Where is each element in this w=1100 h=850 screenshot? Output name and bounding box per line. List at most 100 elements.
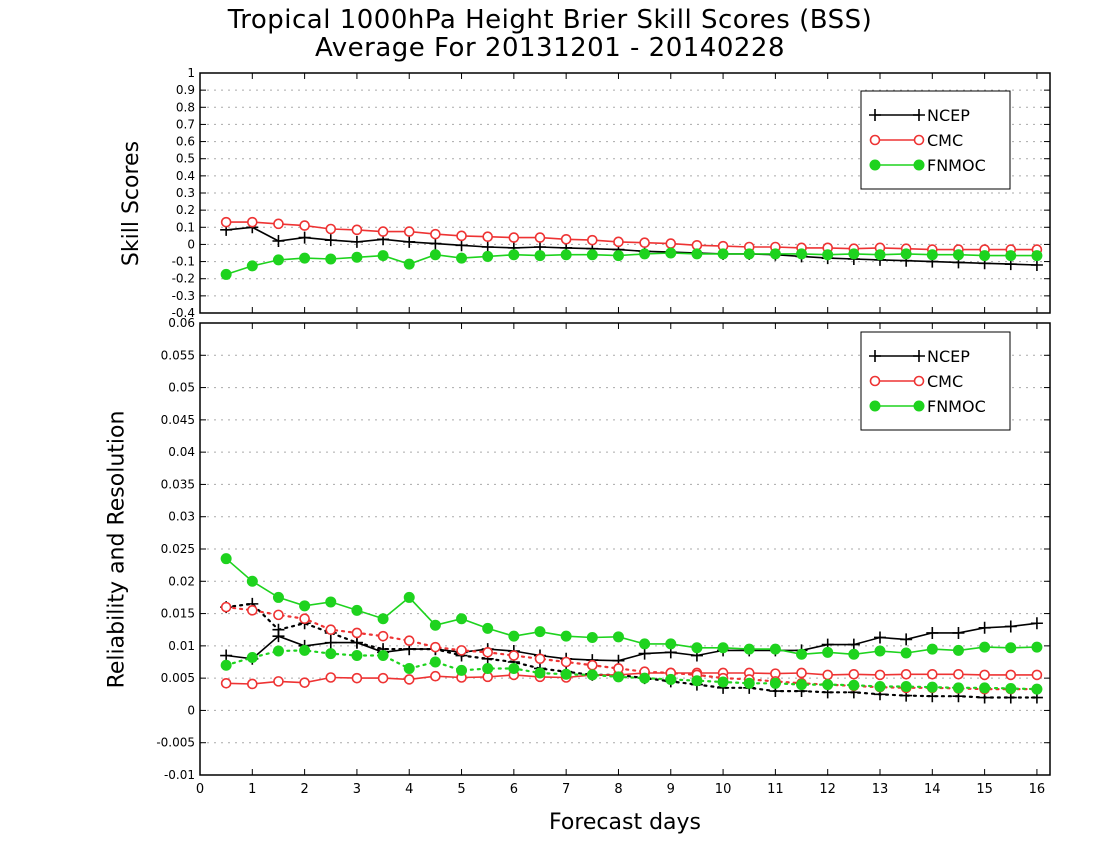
data-point bbox=[587, 234, 598, 246]
data-point bbox=[455, 239, 468, 252]
data-point bbox=[508, 630, 520, 642]
data-point bbox=[796, 667, 807, 679]
data-point bbox=[769, 248, 781, 260]
data-point bbox=[482, 622, 494, 634]
legend-marker bbox=[913, 134, 925, 146]
data-point bbox=[586, 631, 598, 643]
data-point bbox=[430, 228, 441, 240]
data-point bbox=[298, 231, 311, 244]
data-point bbox=[377, 650, 389, 662]
data-point bbox=[822, 249, 834, 261]
data-point bbox=[325, 223, 337, 235]
data-point bbox=[456, 645, 467, 656]
x-axis-label: Forecast days bbox=[549, 810, 702, 835]
y-tick-label: 0.04 bbox=[168, 445, 195, 459]
y-tick-label: 0.5 bbox=[176, 152, 195, 166]
data-point bbox=[456, 613, 468, 625]
data-point bbox=[299, 613, 310, 625]
series-line bbox=[226, 622, 1037, 662]
y-tick-label: 0.4 bbox=[176, 169, 195, 183]
x-tick-label: 9 bbox=[667, 782, 675, 797]
data-point bbox=[847, 638, 860, 651]
legend-label: FNMOC bbox=[927, 156, 986, 175]
data-point bbox=[403, 662, 415, 674]
skill-scores-panel: -0.4 -0.3 -0.2 -0.1 0 0.1 0.2 0.3 0.4 0.5 0.6 0.7 0.… bbox=[172, 66, 1051, 320]
x-tick-label: 12 bbox=[819, 782, 836, 797]
y-tick-label: -0.2 bbox=[172, 272, 195, 286]
data-point bbox=[796, 248, 808, 260]
data-point bbox=[717, 676, 729, 688]
y-tick-label: 0.2 bbox=[176, 203, 195, 217]
data-point bbox=[482, 662, 494, 674]
x-tick-label: 4 bbox=[405, 782, 413, 797]
data-point bbox=[743, 248, 755, 260]
legend-marker bbox=[869, 159, 881, 171]
data-point bbox=[430, 641, 441, 653]
data-point bbox=[247, 678, 258, 690]
series-fnmoc-resolution bbox=[220, 644, 1043, 695]
data-point bbox=[952, 626, 965, 639]
data-point bbox=[246, 260, 258, 272]
x-tick-label: 14 bbox=[924, 782, 941, 797]
data-point bbox=[560, 249, 572, 261]
data-point bbox=[979, 682, 991, 694]
data-point bbox=[220, 553, 232, 565]
data-point bbox=[272, 591, 284, 603]
data-point bbox=[874, 669, 886, 681]
data-point bbox=[351, 672, 363, 684]
data-point bbox=[220, 678, 232, 689]
data-point bbox=[429, 656, 441, 668]
y-tick-label: 0.06 bbox=[168, 316, 195, 330]
legend-marker bbox=[913, 400, 925, 412]
data-point bbox=[638, 647, 651, 660]
series-cmc-resolution bbox=[220, 601, 1043, 695]
data-point bbox=[325, 253, 337, 265]
data-point bbox=[273, 609, 284, 621]
data-point bbox=[325, 648, 337, 660]
data-point bbox=[613, 236, 624, 248]
data-point bbox=[586, 669, 598, 681]
data-point bbox=[560, 630, 572, 642]
data-point bbox=[272, 645, 284, 657]
plot-frame bbox=[199, 72, 1051, 314]
data-point bbox=[377, 226, 389, 237]
data-point bbox=[350, 235, 363, 248]
data-point bbox=[1005, 682, 1017, 694]
data-point bbox=[822, 646, 834, 658]
data-point bbox=[403, 235, 416, 248]
data-point bbox=[325, 596, 337, 608]
data-point bbox=[926, 643, 938, 655]
data-point bbox=[560, 668, 572, 680]
data-point bbox=[508, 249, 520, 261]
y-tick-label: -0.01 bbox=[164, 768, 195, 782]
data-point bbox=[691, 642, 703, 654]
legend-marker bbox=[869, 400, 881, 412]
data-point bbox=[456, 664, 468, 676]
data-point bbox=[796, 648, 808, 660]
y-tick-label: 0.1 bbox=[176, 220, 195, 234]
data-point bbox=[639, 672, 651, 684]
data-point bbox=[325, 672, 337, 683]
data-point bbox=[952, 249, 964, 261]
data-point bbox=[377, 672, 389, 684]
data-point bbox=[926, 681, 938, 693]
data-point bbox=[560, 233, 572, 245]
data-point bbox=[874, 249, 886, 261]
data-point bbox=[456, 252, 468, 264]
data-point bbox=[900, 633, 913, 646]
data-point bbox=[639, 248, 651, 260]
data-point bbox=[299, 644, 311, 656]
data-point bbox=[926, 626, 939, 639]
data-point bbox=[900, 681, 912, 693]
legend: NCEP CMC FNMOC bbox=[860, 90, 1011, 190]
data-point bbox=[220, 659, 232, 671]
reliability-resolution-panel: -0.01 -0.005 0 0.005 0.01 0.015 0.02 0.025 0.03 0… bbox=[156, 316, 1051, 797]
data-point bbox=[325, 624, 337, 636]
data-point bbox=[220, 216, 232, 228]
data-point bbox=[1004, 620, 1017, 633]
y-tick-label: 0 bbox=[187, 237, 195, 251]
data-point bbox=[482, 250, 494, 262]
data-point bbox=[717, 248, 729, 260]
data-point bbox=[534, 232, 546, 243]
